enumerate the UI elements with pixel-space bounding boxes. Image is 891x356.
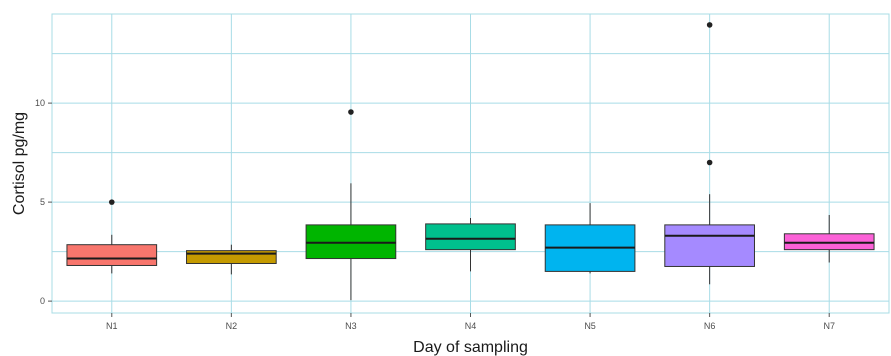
x-axis-title: Day of sampling (413, 339, 528, 356)
tick-layer: 0 5 10 N1 N2 N3 N4 N5 N6 N7 (35, 98, 835, 331)
x-tick-label: N4 (465, 321, 477, 331)
iqr-box (425, 223, 516, 251)
box-n2 (186, 244, 277, 275)
x-tick-label: N3 (345, 321, 357, 331)
box-n5 (544, 203, 636, 274)
y-axis-title: Cortisol pg/mg (11, 112, 28, 215)
x-tick-label: N7 (823, 321, 835, 331)
box-n7 (783, 214, 875, 263)
box-layer (66, 22, 875, 301)
x-tick-label: N1 (106, 321, 118, 331)
y-tick-label: 5 (40, 197, 45, 207)
iqr-box (66, 244, 158, 266)
x-tick-label: N5 (584, 321, 596, 331)
outlier-point (706, 159, 713, 166)
x-tick-label: N2 (226, 321, 238, 331)
outlier-point (348, 109, 354, 115)
outlier-point (108, 199, 115, 205)
y-tick-label: 10 (35, 98, 45, 108)
box-n1 (66, 199, 158, 274)
box-n4 (425, 217, 516, 272)
box-n6 (664, 22, 755, 285)
iqr-box (664, 224, 755, 267)
x-tick-label: N6 (704, 321, 716, 331)
iqr-box (186, 250, 277, 264)
y-tick-label: 0 (40, 296, 45, 306)
box-n3 (305, 109, 397, 301)
outlier-point (706, 22, 713, 28)
